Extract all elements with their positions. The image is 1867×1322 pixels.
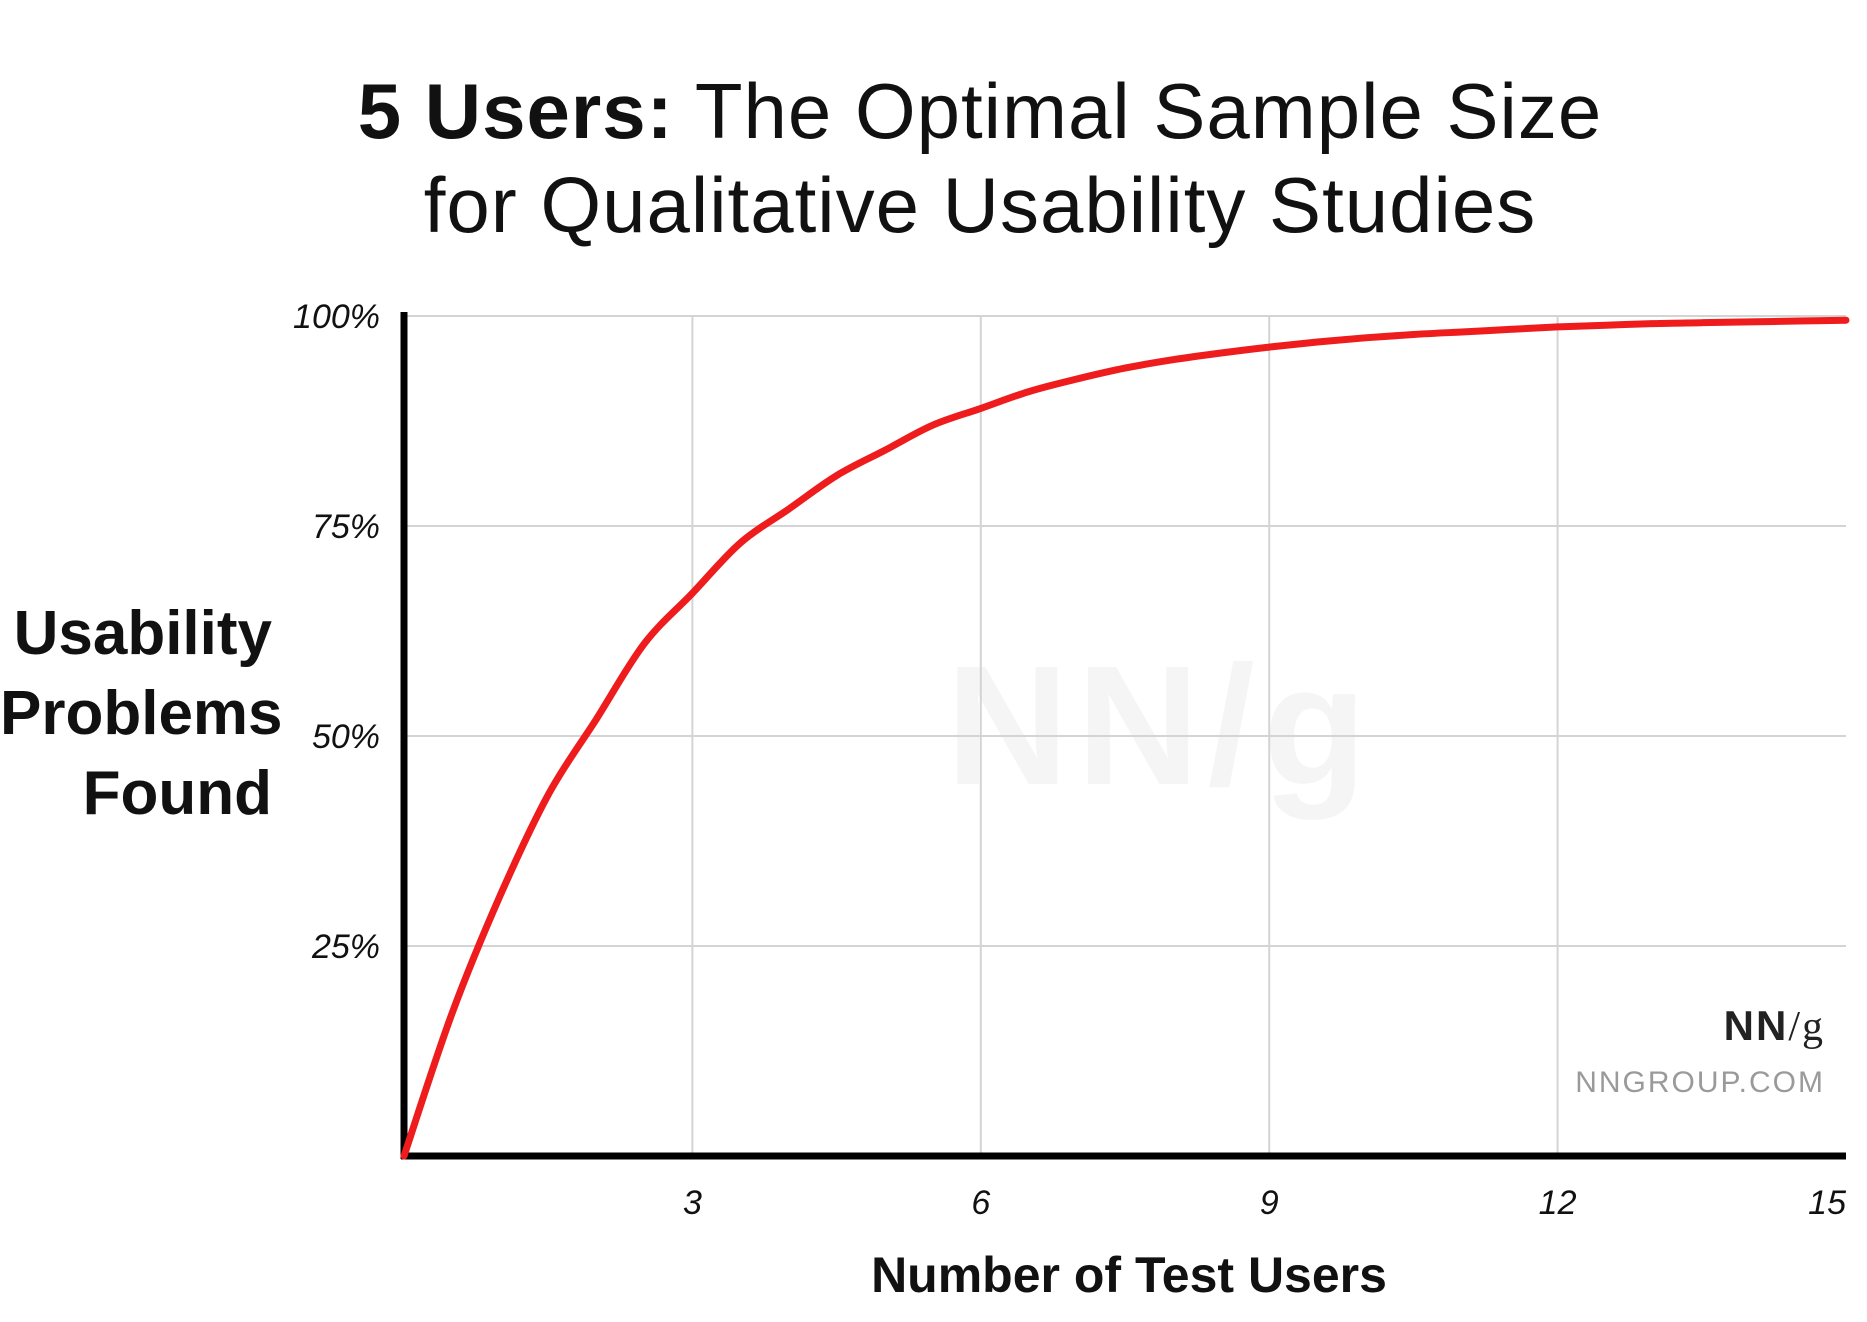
nng-url: NNGROUP.COM — [1575, 1066, 1825, 1099]
series-line — [400, 316, 1850, 1160]
nng-logo-slash: / — [1788, 1004, 1802, 1050]
chart-title-line1: 5 Users: The Optimal Sample Size — [0, 64, 1867, 158]
y-axis-label: Usability Problems Found — [0, 594, 283, 834]
chart-title-line2: for Qualitative Usability Studies — [423, 161, 1537, 249]
y-axis-label-line2: Problems — [0, 679, 283, 748]
y-tick-label: 100% — [293, 298, 380, 336]
x-tick-label: 12 — [1539, 1184, 1577, 1222]
x-tick-label: 3 — [683, 1184, 702, 1222]
y-tick-label: 75% — [312, 508, 380, 546]
nng-logo: NN/g — [1724, 1002, 1825, 1051]
chart-title-rest: The Optimal Sample Size — [673, 67, 1603, 155]
y-axis-label-line1: Usability — [13, 599, 272, 668]
y-tick-label: 50% — [312, 718, 380, 756]
nng-logo-g: g — [1802, 1004, 1825, 1050]
x-axis-label: Number of Test Users — [871, 1247, 1387, 1303]
chart-title: 5 Users: The Optimal Sample Size for Qua… — [0, 64, 1867, 252]
x-tick-label: 6 — [971, 1184, 990, 1222]
x-tick-label: 15 — [1808, 1184, 1846, 1222]
chart-title-bold: 5 Users: — [357, 67, 674, 155]
x-tick-label: 9 — [1260, 1184, 1279, 1222]
nng-logo-nn: NN — [1723, 1002, 1789, 1049]
y-axis-label-line3: Found — [82, 759, 272, 828]
y-tick-label: 25% — [311, 928, 380, 966]
